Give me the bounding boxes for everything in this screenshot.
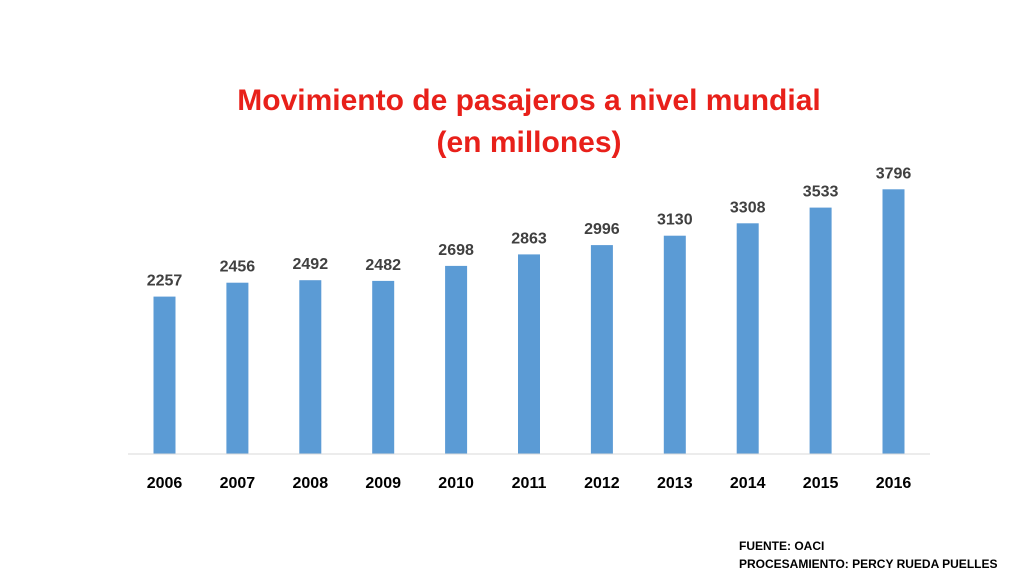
bar-2008 [299, 280, 322, 454]
bar-2014 [736, 223, 759, 454]
x-tick-label-2016: 2016 [876, 475, 912, 492]
bar-2012 [590, 245, 613, 454]
bar-2009 [372, 280, 395, 454]
data-label-2015: 3533 [803, 184, 839, 201]
x-axis-tick-labels: 2006 2007 2008 2009 2010 2011 2012 2013 2014 2015… [147, 475, 912, 492]
data-label-2014: 3308 [730, 199, 766, 216]
chart-title: Movimiento de pasajeros a nivel mundial [237, 84, 821, 117]
data-label-2016: 3796 [876, 165, 912, 182]
x-tick-label-2011: 2011 [512, 475, 547, 492]
x-tick-label-2009: 2009 [365, 475, 401, 492]
source-note: FUENTE: OACI [739, 539, 825, 553]
data-label-2009: 2482 [365, 257, 401, 274]
x-tick-label-2008: 2008 [293, 475, 329, 492]
data-label-2008: 2492 [293, 256, 329, 273]
processing-note: PROCESAMIENTO: PERCY RUEDA PUELLES [739, 557, 998, 571]
data-label-2007: 2456 [220, 259, 256, 276]
bars [153, 189, 905, 455]
x-tick-label-2010: 2010 [438, 475, 474, 492]
data-label-2012: 2996 [584, 221, 620, 238]
data-label-2011: 2863 [511, 230, 547, 247]
x-tick-label-2015: 2015 [803, 475, 839, 492]
x-tick-label-2012: 2012 [584, 475, 620, 492]
data-labels: 2257 2456 2492 2482 2698 2863 2996 3130 3308 3533… [147, 165, 912, 289]
chart-subtitle: (en millones) [436, 126, 622, 159]
data-label-2013: 3130 [657, 212, 693, 229]
bar-2011 [518, 254, 540, 454]
bar-2013 [663, 235, 686, 454]
x-tick-label-2007: 2007 [220, 475, 256, 492]
bar-2007 [226, 282, 249, 454]
data-label-2010: 2698 [438, 242, 474, 259]
bar-2015 [809, 207, 832, 454]
x-tick-label-2006: 2006 [147, 475, 183, 492]
bar-2010 [445, 265, 468, 454]
data-label-2006: 2257 [147, 273, 183, 290]
x-tick-label-2014: 2014 [730, 475, 766, 492]
bar-2006 [153, 296, 176, 454]
x-tick-label-2013: 2013 [657, 475, 693, 492]
bar-2016 [882, 189, 905, 455]
